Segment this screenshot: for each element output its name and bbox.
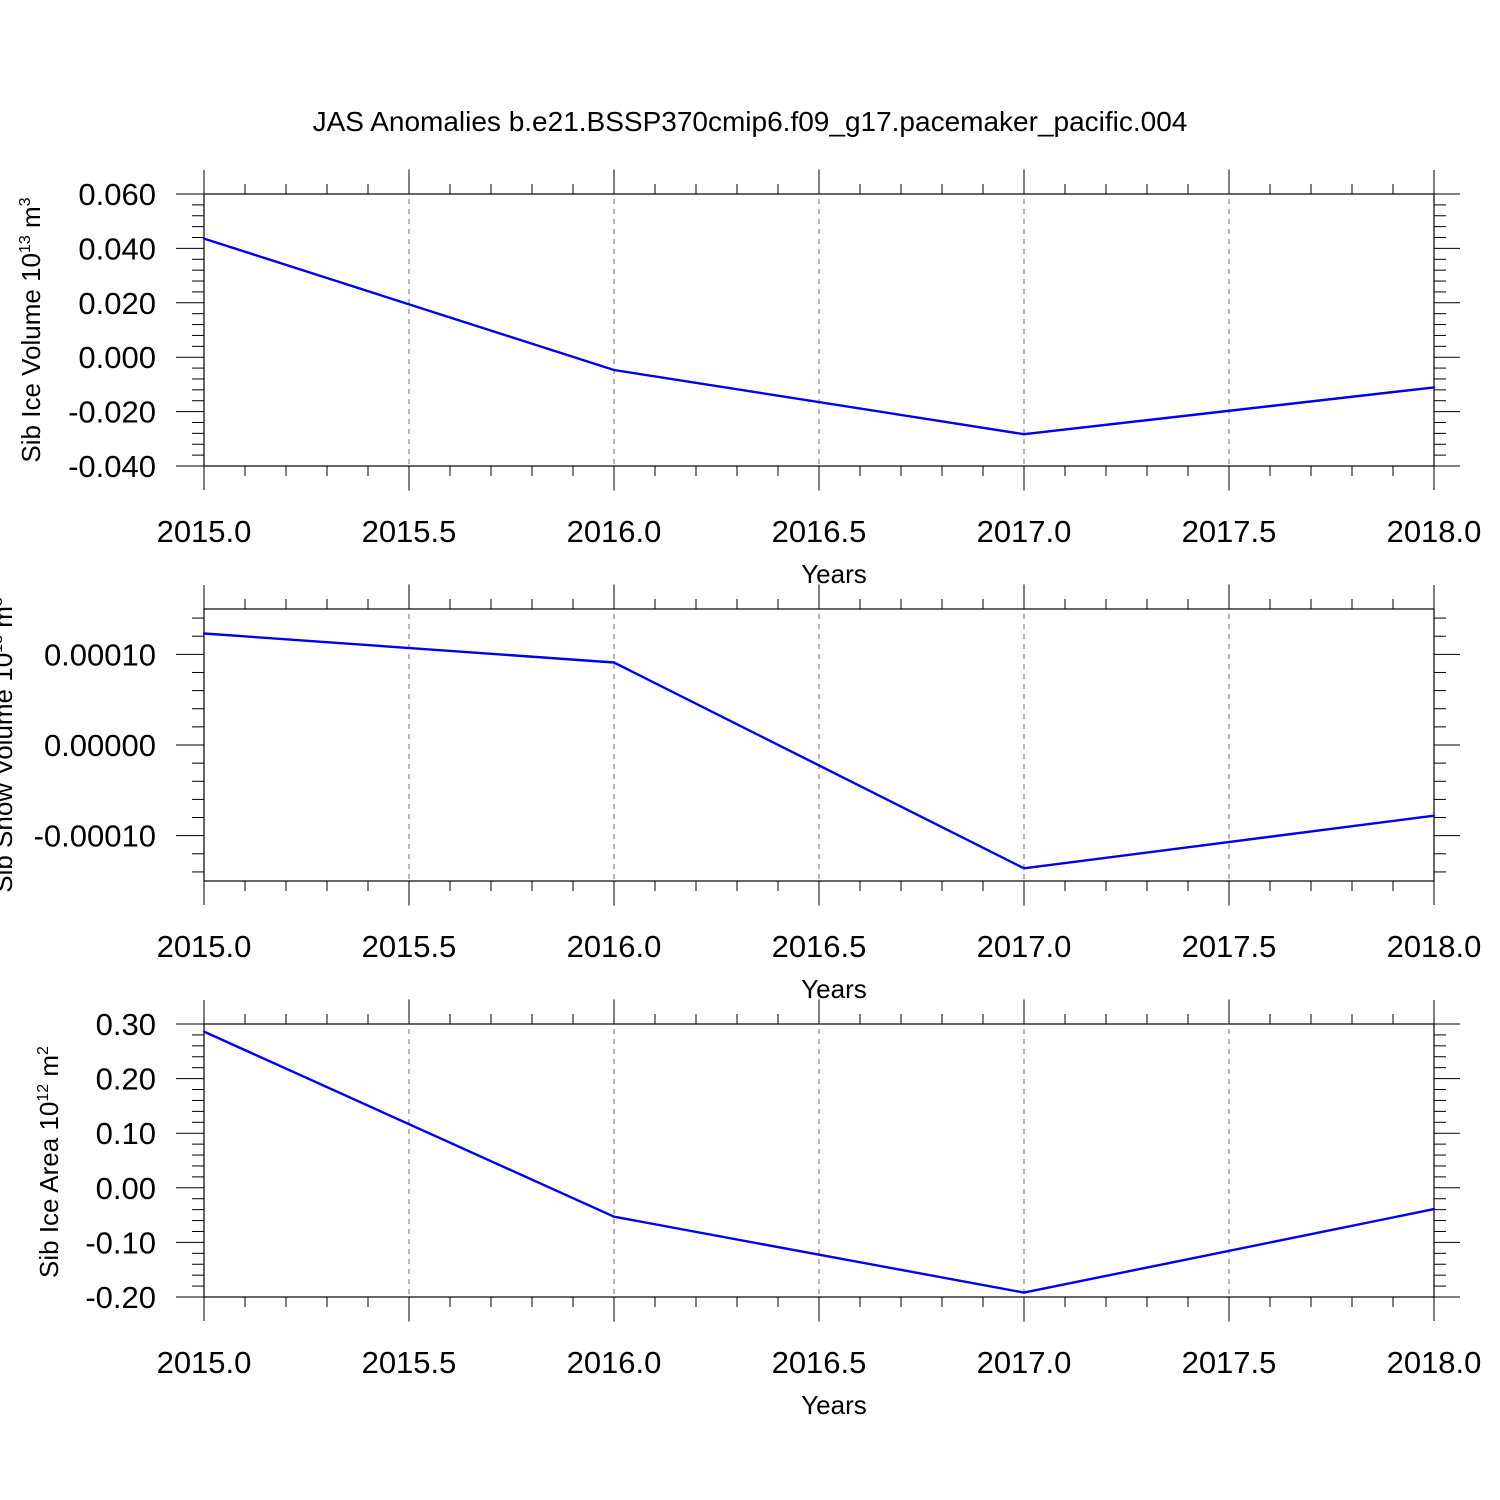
y-axis-label-unit-exponent: 2 bbox=[35, 1046, 52, 1055]
data-point bbox=[1022, 1291, 1026, 1294]
y-tick-label: 0.040 bbox=[78, 231, 156, 266]
data-point bbox=[1432, 386, 1436, 389]
y-tick-label: 0.00 bbox=[96, 1171, 156, 1206]
x-tick-label: 2017.5 bbox=[1182, 1345, 1277, 1380]
x-tick-label: 2016.5 bbox=[772, 929, 867, 964]
x-tick-label: 2015.0 bbox=[157, 514, 252, 549]
y-tick-label: 0.000 bbox=[78, 340, 156, 375]
y-tick-label: -0.00010 bbox=[34, 819, 156, 854]
y-axis-label-exponent: 12 bbox=[35, 1084, 52, 1102]
x-tick-label: 2016.5 bbox=[772, 514, 867, 549]
x-tick-label: 2015.0 bbox=[157, 1345, 252, 1380]
data-point bbox=[612, 1215, 616, 1218]
y-tick-label: -0.20 bbox=[85, 1280, 156, 1315]
y-tick-label: 0.060 bbox=[78, 177, 156, 212]
y-axis-label-exponent: 13 bbox=[0, 635, 6, 653]
y-tick-label: 0.00000 bbox=[44, 728, 156, 763]
y-tick-label: 0.10 bbox=[96, 1116, 156, 1151]
y-axis-label-exponent: 13 bbox=[17, 235, 34, 253]
data-point bbox=[612, 368, 616, 372]
data-point bbox=[202, 237, 206, 240]
x-axis-label: Years bbox=[801, 1390, 867, 1420]
series-line bbox=[203, 237, 1435, 436]
x-tick-label: 2018.0 bbox=[1387, 514, 1482, 549]
y-axis-label-unit: m bbox=[34, 1055, 64, 1084]
x-tick-label: 2015.0 bbox=[157, 929, 252, 964]
chart-title: JAS Anomalies b.e21.BSSP370cmip6.f09_g17… bbox=[313, 106, 1188, 137]
x-tick-label: 2017.0 bbox=[977, 514, 1072, 549]
y-tick-label: -0.10 bbox=[85, 1225, 156, 1260]
y-axis-label-unit-exponent: 3 bbox=[17, 197, 34, 206]
x-tick-label: 2016.0 bbox=[567, 1345, 662, 1380]
x-axis-label: Years bbox=[801, 559, 867, 589]
y-tick-label: 0.20 bbox=[96, 1062, 156, 1097]
data-point bbox=[612, 661, 616, 664]
y-axis-label-text: Sib Ice Area 10 bbox=[34, 1102, 64, 1278]
data-point bbox=[202, 1030, 206, 1033]
x-tick-label: 2017.0 bbox=[977, 1345, 1072, 1380]
x-tick-label: 2017.0 bbox=[977, 929, 1072, 964]
panels: 2015.0 2015.5 2016.0 2016.5 2017.0 2017.5 2018… bbox=[0, 169, 1481, 1420]
y-axis-label-unit-exponent: 3 bbox=[0, 597, 6, 606]
y-axis-label-text: Sib Snow Volume 10 bbox=[0, 653, 18, 893]
x-tick-label: 2017.5 bbox=[1182, 929, 1277, 964]
y-axis-label: Sib Ice Volume 1013 m3 bbox=[16, 197, 46, 462]
y-tick-label: -0.020 bbox=[68, 395, 156, 430]
y-axis-label-text: Sib Ice Volume 10 bbox=[16, 253, 46, 463]
data-point bbox=[202, 632, 206, 635]
y-axis-label-unit: m bbox=[0, 606, 18, 635]
data-point bbox=[1432, 814, 1436, 817]
panel-2: 2015.0 2015.5 2016.0 2016.5 2017.0 2017.5 2018… bbox=[0, 584, 1481, 1004]
x-tick-label: 2016.0 bbox=[567, 514, 662, 549]
data-point bbox=[1432, 1207, 1436, 1211]
data-point bbox=[1022, 432, 1026, 436]
x-axis-label: Years bbox=[801, 974, 867, 1004]
y-axis-label: Sib Snow Volume 1013 m3 bbox=[0, 597, 18, 893]
x-tick-label: 2017.5 bbox=[1182, 514, 1277, 549]
panel-3: 2015.0 2015.5 2016.0 2016.5 2017.0 2017.5 2018… bbox=[34, 999, 1481, 1420]
x-tick-label: 2016.5 bbox=[772, 1345, 867, 1380]
y-tick-label: 0.00010 bbox=[44, 637, 156, 672]
x-tick-label: 2016.0 bbox=[567, 929, 662, 964]
data-point bbox=[1022, 867, 1026, 870]
x-tick-label: 2015.5 bbox=[362, 1345, 457, 1380]
y-axis-label: Sib Ice Area 1012 m2 bbox=[34, 1046, 64, 1278]
y-tick-label: 0.020 bbox=[78, 286, 156, 321]
x-tick-label: 2018.0 bbox=[1387, 1345, 1482, 1380]
x-tick-label: 2015.5 bbox=[362, 514, 457, 549]
x-tick-label: 2015.5 bbox=[362, 929, 457, 964]
series-line bbox=[203, 632, 1435, 870]
x-tick-label: 2018.0 bbox=[1387, 929, 1482, 964]
y-tick-label: 0.30 bbox=[96, 1007, 156, 1042]
y-axis-label-unit: m bbox=[16, 206, 46, 235]
series-line bbox=[203, 1030, 1435, 1294]
y-tick-label: -0.040 bbox=[68, 449, 156, 484]
panel-1: 2015.0 2015.5 2016.0 2016.5 2017.0 2017.5 2018… bbox=[16, 169, 1481, 589]
